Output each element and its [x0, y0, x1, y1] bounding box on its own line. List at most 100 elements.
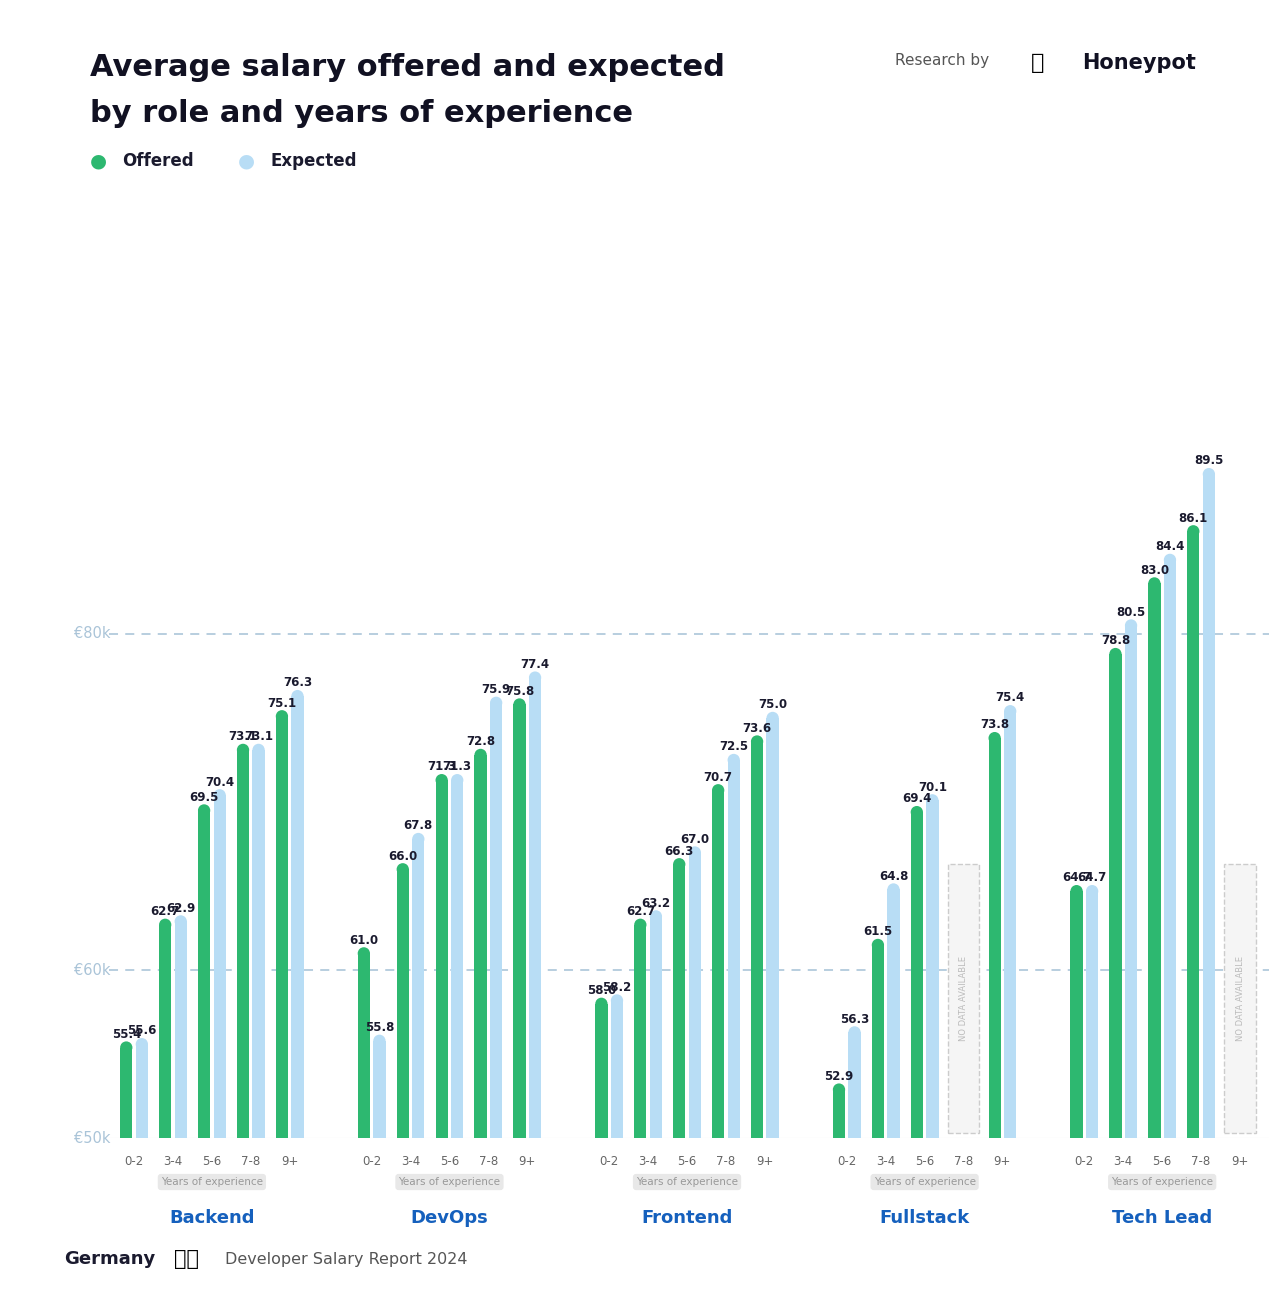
Ellipse shape — [926, 794, 939, 807]
Ellipse shape — [634, 919, 647, 930]
Text: 78.8: 78.8 — [1101, 634, 1130, 647]
Text: 0-2: 0-2 — [1074, 1155, 1094, 1169]
Ellipse shape — [1109, 647, 1122, 661]
Bar — [1086, 891, 1099, 1138]
Bar — [1149, 583, 1160, 1138]
Ellipse shape — [833, 1083, 845, 1096]
Text: 55.8: 55.8 — [365, 1021, 394, 1034]
Text: 58.2: 58.2 — [603, 980, 631, 994]
Text: 89.5: 89.5 — [1194, 454, 1224, 467]
Bar — [674, 865, 685, 1138]
Ellipse shape — [1164, 554, 1176, 566]
Text: 7-8: 7-8 — [954, 1155, 974, 1169]
Text: 63.2: 63.2 — [641, 896, 671, 909]
Ellipse shape — [1149, 578, 1160, 590]
Text: 64.7: 64.7 — [1078, 871, 1106, 884]
Ellipse shape — [1188, 525, 1199, 537]
Text: 76.3: 76.3 — [283, 676, 312, 690]
Bar — [175, 921, 187, 1138]
Text: 62.9: 62.9 — [166, 901, 196, 915]
Text: 75.9: 75.9 — [482, 683, 511, 696]
Ellipse shape — [988, 732, 1001, 745]
Text: Honeypot: Honeypot — [1082, 53, 1195, 72]
Text: Fullstack: Fullstack — [880, 1209, 970, 1227]
Ellipse shape — [175, 915, 187, 928]
Text: 5-6: 5-6 — [202, 1155, 222, 1169]
Text: 55.4: 55.4 — [112, 1028, 140, 1041]
Text: Tech Lead: Tech Lead — [1112, 1209, 1212, 1227]
Ellipse shape — [412, 833, 425, 845]
Text: 84.4: 84.4 — [1155, 540, 1185, 553]
Text: ●: ● — [90, 151, 107, 170]
Text: Expected: Expected — [270, 151, 357, 170]
Ellipse shape — [291, 690, 304, 703]
Ellipse shape — [766, 712, 779, 724]
Bar — [728, 761, 739, 1138]
Bar — [1124, 625, 1137, 1138]
Text: 66.0: 66.0 — [388, 850, 417, 862]
Ellipse shape — [1005, 705, 1016, 717]
Text: 9+: 9+ — [281, 1155, 299, 1169]
Text: Average salary offered and expected: Average salary offered and expected — [90, 53, 725, 82]
Bar — [474, 755, 487, 1138]
Bar — [358, 953, 370, 1138]
Bar — [849, 1032, 860, 1138]
Text: DevOps: DevOps — [411, 1209, 488, 1227]
Bar — [291, 696, 304, 1138]
Bar — [158, 925, 171, 1138]
Bar — [872, 945, 884, 1138]
Text: 70.4: 70.4 — [205, 775, 234, 788]
Text: 77.4: 77.4 — [520, 658, 550, 671]
Ellipse shape — [689, 846, 701, 858]
Ellipse shape — [887, 883, 899, 896]
Text: 55.6: 55.6 — [128, 1024, 157, 1037]
Ellipse shape — [374, 1034, 385, 1048]
Text: NO DATA AVAILABLE: NO DATA AVAILABLE — [1235, 957, 1244, 1041]
Ellipse shape — [120, 1041, 133, 1054]
Ellipse shape — [849, 1026, 860, 1038]
Text: €50k: €50k — [73, 1130, 111, 1146]
Text: 62.7: 62.7 — [626, 905, 654, 919]
Ellipse shape — [198, 804, 210, 817]
Ellipse shape — [489, 696, 502, 709]
Ellipse shape — [252, 744, 265, 757]
Text: 5-6: 5-6 — [439, 1155, 459, 1169]
Text: 67.0: 67.0 — [680, 833, 710, 846]
Text: 70.7: 70.7 — [703, 771, 733, 783]
Text: 73.8: 73.8 — [980, 719, 1010, 732]
Ellipse shape — [514, 699, 526, 711]
Bar — [435, 780, 448, 1138]
Text: 66.3: 66.3 — [665, 845, 694, 858]
Text: 75.8: 75.8 — [505, 684, 535, 697]
Bar — [135, 1044, 148, 1138]
Ellipse shape — [649, 911, 662, 923]
Text: 73.1: 73.1 — [228, 730, 258, 744]
Ellipse shape — [751, 736, 764, 747]
Text: Years of experience: Years of experience — [161, 1177, 263, 1187]
Text: 7-8: 7-8 — [241, 1155, 260, 1169]
Text: 9+: 9+ — [756, 1155, 774, 1169]
Text: 73.1: 73.1 — [245, 730, 273, 744]
Text: 9+: 9+ — [1231, 1155, 1248, 1169]
Text: 🇩🇪: 🇩🇪 — [174, 1249, 198, 1270]
Bar — [1188, 532, 1199, 1138]
Text: Years of experience: Years of experience — [873, 1177, 975, 1187]
Ellipse shape — [1070, 884, 1083, 898]
Bar — [948, 865, 979, 1133]
Bar — [887, 890, 899, 1138]
Text: 0-2: 0-2 — [600, 1155, 618, 1169]
Text: Years of experience: Years of experience — [636, 1177, 738, 1187]
Text: 64.8: 64.8 — [878, 870, 908, 883]
Text: Frontend: Frontend — [641, 1209, 733, 1227]
Text: 5-6: 5-6 — [914, 1155, 934, 1169]
Text: 72.5: 72.5 — [719, 741, 748, 753]
Bar — [649, 916, 662, 1138]
Ellipse shape — [358, 948, 370, 959]
Ellipse shape — [1203, 468, 1215, 480]
Bar — [514, 704, 526, 1138]
Text: 83.0: 83.0 — [1140, 563, 1170, 576]
Text: €80k: €80k — [73, 626, 111, 641]
Text: 72.8: 72.8 — [466, 736, 495, 749]
Bar — [911, 812, 923, 1138]
Bar — [1005, 711, 1016, 1138]
